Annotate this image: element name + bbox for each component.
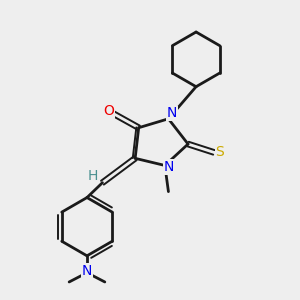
Text: H: H — [88, 169, 98, 183]
Text: N: N — [82, 264, 92, 278]
Text: O: O — [103, 104, 114, 118]
Text: S: S — [215, 145, 224, 159]
Text: N: N — [164, 160, 174, 174]
Text: N: N — [167, 106, 177, 120]
